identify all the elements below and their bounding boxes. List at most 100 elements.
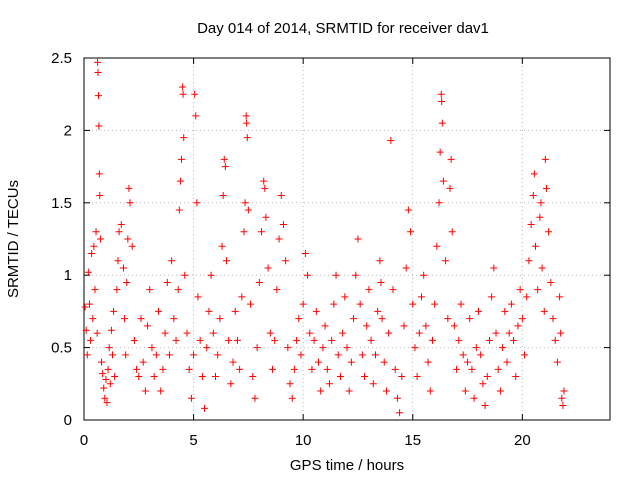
- data-point: [203, 344, 211, 352]
- data-point: [385, 329, 393, 337]
- data-point: [221, 163, 229, 171]
- data-point: [233, 336, 241, 344]
- data-point: [413, 373, 421, 381]
- data-point: [400, 322, 408, 330]
- data-point: [404, 206, 412, 214]
- data-point: [409, 300, 417, 308]
- data-point: [82, 326, 90, 334]
- data-point: [315, 358, 323, 366]
- data-point: [152, 351, 160, 359]
- y-tick-label: 2.5: [51, 50, 72, 67]
- data-point: [325, 380, 333, 388]
- data-point: [161, 329, 169, 337]
- data-point: [477, 351, 485, 359]
- data-point: [157, 387, 165, 395]
- data-point: [308, 365, 316, 373]
- data-point: [358, 351, 366, 359]
- data-point: [447, 155, 455, 163]
- y-tick-labels: 0 0.5 1 1.5 2 2.5: [51, 50, 72, 429]
- data-point: [88, 249, 96, 257]
- data-point: [253, 344, 261, 352]
- data-point: [323, 365, 331, 373]
- data-point: [242, 112, 250, 120]
- data-point: [268, 365, 276, 373]
- data-point: [183, 329, 191, 337]
- data-point: [540, 307, 548, 315]
- data-point: [354, 235, 362, 243]
- data-point: [219, 192, 227, 200]
- data-point: [244, 206, 252, 214]
- data-point: [113, 286, 121, 294]
- data-point: [231, 307, 239, 315]
- data-point: [108, 351, 116, 359]
- y-axis-label: SRMTID / TECUs: [5, 180, 22, 298]
- data-point: [439, 177, 447, 185]
- data-point: [481, 402, 489, 410]
- data-point: [277, 192, 285, 200]
- data-point: [479, 380, 487, 388]
- data-point: [240, 228, 248, 236]
- data-point: [435, 199, 443, 207]
- data-point: [96, 235, 104, 243]
- data-point: [459, 351, 467, 359]
- data-point: [470, 394, 478, 402]
- data-point: [98, 358, 106, 366]
- data-point: [105, 344, 113, 352]
- data-point: [418, 293, 426, 301]
- data-point: [380, 358, 388, 366]
- data-point: [347, 358, 355, 366]
- data-point: [492, 329, 500, 337]
- data-point: [106, 380, 114, 388]
- data-point: [266, 329, 274, 337]
- data-point: [139, 358, 147, 366]
- data-point: [541, 155, 549, 163]
- data-point: [321, 322, 329, 330]
- data-point: [444, 315, 452, 323]
- data-point: [559, 402, 567, 410]
- data-point: [530, 170, 538, 178]
- data-point: [180, 134, 188, 142]
- data-point: [123, 278, 131, 286]
- data-point: [510, 336, 518, 344]
- data-point: [377, 278, 385, 286]
- data-point: [516, 286, 524, 294]
- data-point: [103, 399, 111, 407]
- data-point: [192, 112, 200, 120]
- data-point: [330, 300, 338, 308]
- data-point: [365, 286, 373, 294]
- data-point: [258, 228, 266, 236]
- data-point: [367, 336, 375, 344]
- data-point: [549, 315, 557, 323]
- data-point: [499, 344, 507, 352]
- data-point: [538, 264, 546, 272]
- data-point: [264, 264, 272, 272]
- data-point: [94, 92, 102, 100]
- data-point: [81, 303, 89, 311]
- data-point: [111, 373, 119, 381]
- data-point: [490, 264, 498, 272]
- data-point: [420, 271, 428, 279]
- data-point: [279, 221, 287, 229]
- data-point: [512, 373, 520, 381]
- data-point: [534, 286, 542, 294]
- data-point: [205, 307, 213, 315]
- data-point: [179, 90, 187, 98]
- data-point: [341, 293, 349, 301]
- data-point: [114, 257, 122, 265]
- data-point: [494, 365, 502, 373]
- data-point: [260, 177, 268, 185]
- data-point: [261, 184, 269, 192]
- data-point: [99, 370, 107, 378]
- data-point: [241, 199, 249, 207]
- x-tick-label: 5: [189, 432, 197, 449]
- data-point: [119, 264, 127, 272]
- data-point: [110, 307, 118, 315]
- data-point: [273, 286, 281, 294]
- data-point: [488, 293, 496, 301]
- data-point: [83, 351, 91, 359]
- data-point: [448, 228, 456, 236]
- data-point: [461, 387, 469, 395]
- data-point: [350, 315, 358, 323]
- data-point: [155, 307, 163, 315]
- data-point: [85, 300, 93, 308]
